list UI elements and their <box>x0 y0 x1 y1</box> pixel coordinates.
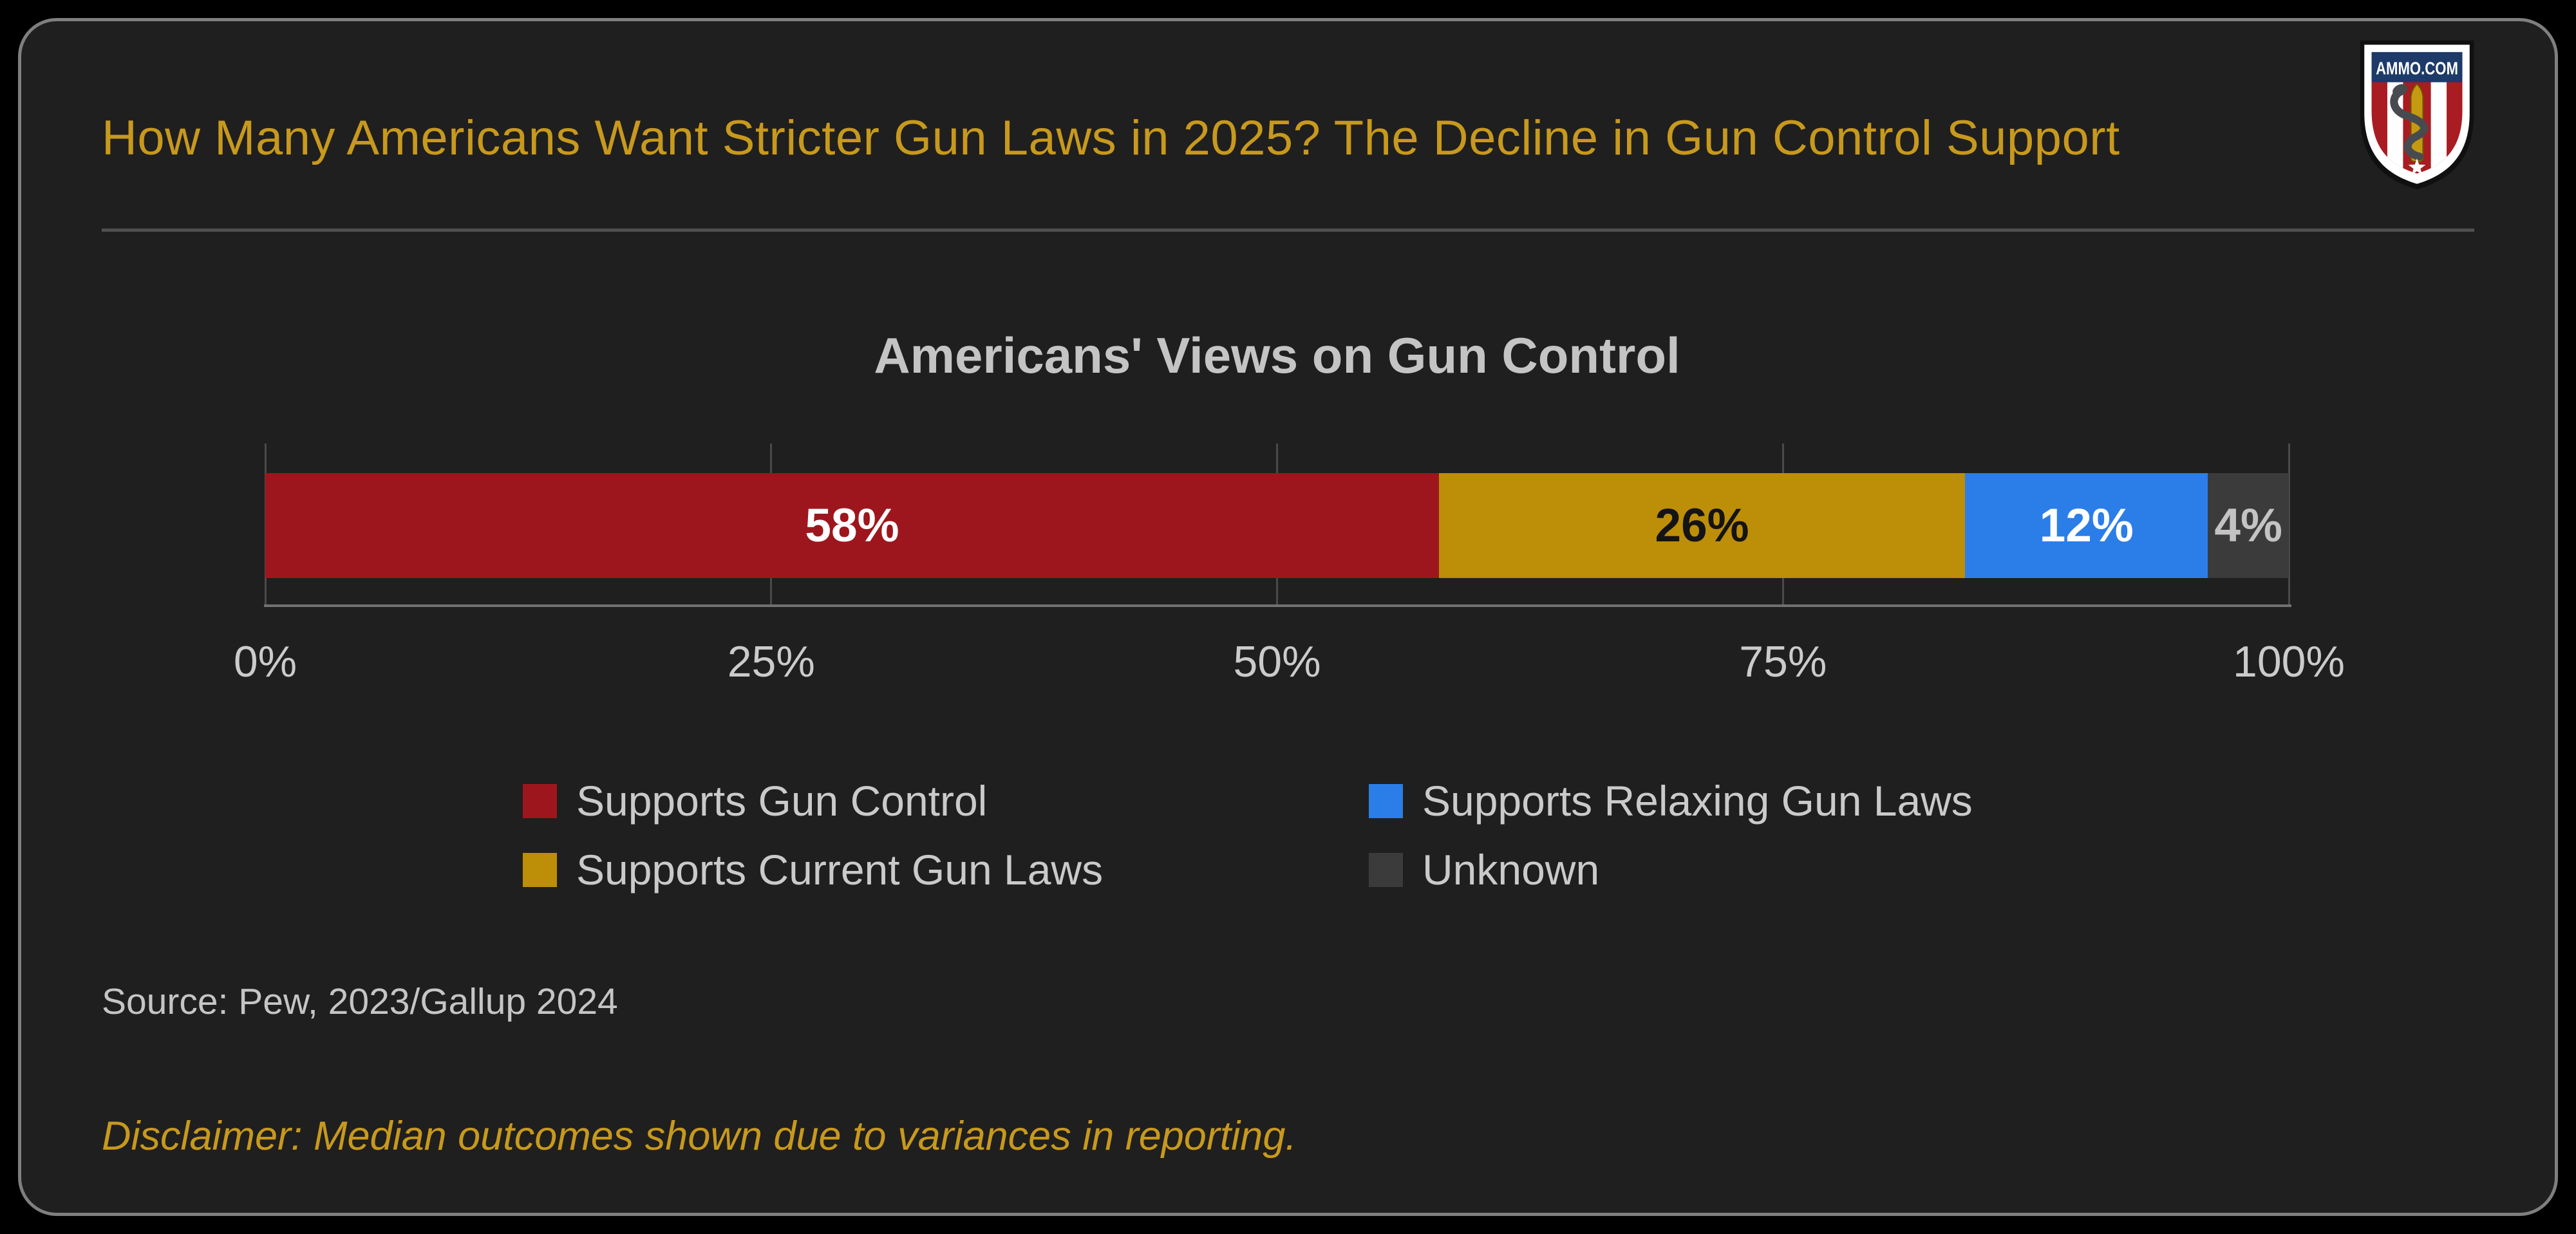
legend-swatch <box>1369 852 1403 887</box>
legend: Supports Gun Control Supports Relaxing Gu… <box>523 777 1973 893</box>
bar-segment-label: 26% <box>1655 500 1749 552</box>
legend-swatch <box>523 783 557 818</box>
card-panel: How Many Americans Want Stricter Gun Law… <box>18 18 2558 1216</box>
gridline-100 <box>2288 444 2290 606</box>
x-tick-label-100: 100% <box>2233 637 2345 686</box>
title-divider <box>102 229 2474 232</box>
legend-label: Supports Gun Control <box>576 777 988 825</box>
page-title: How Many Americans Want Stricter Gun Law… <box>102 111 2120 165</box>
snake-icon <box>2390 87 2429 161</box>
source-note: Source: Pew, 2023/Gallup 2024 <box>102 981 618 1022</box>
legend-label: Supports Current Gun Laws <box>576 846 1104 893</box>
ammo-logo: AMMO.COM <box>2360 40 2474 190</box>
star-icon <box>2408 158 2426 174</box>
chart-title: Americans' Views on Gun Control <box>874 327 1680 384</box>
legend-item-supports-gun-control[interactable]: Supports Gun Control <box>523 777 1369 825</box>
x-tick-label-75: 75% <box>1739 637 1827 686</box>
stacked-bar: 58% 26% 12% 4% <box>265 473 2289 578</box>
bar-segment-label: 4% <box>2214 500 2282 552</box>
plot-area: 58% 26% 12% 4% 0% 25% 50% 75% 100% <box>234 444 2345 686</box>
x-tick-label-25: 25% <box>727 637 815 686</box>
legend-swatch <box>1369 783 1403 818</box>
legend-label: Unknown <box>1422 846 1600 893</box>
bar-segment-label: 12% <box>2039 500 2134 552</box>
shield-chief-blue <box>2371 51 2463 82</box>
bar-segment-supports-gun-control[interactable]: 58% <box>265 473 1439 578</box>
bar-segment-supports-current-gun-laws[interactable]: 26% <box>1438 473 1966 578</box>
legend-item-supports-current-gun-laws[interactable]: Supports Current Gun Laws <box>523 846 1369 893</box>
x-tick-label-50: 50% <box>1233 637 1321 686</box>
disclaimer: Disclaimer: Median outcomes shown due to… <box>102 1114 1297 1159</box>
bar-segment-supports-relaxing-gun-laws[interactable]: 12% <box>1965 473 2208 578</box>
bar-segment-unknown[interactable]: 4% <box>2208 473 2289 578</box>
snake-head <box>2393 84 2408 97</box>
bar-segment-label: 58% <box>805 500 899 552</box>
legend-item-unknown[interactable]: Unknown <box>1369 846 1973 893</box>
logo-wordmark: AMMO.COM <box>2376 58 2458 79</box>
x-tick-label-0: 0% <box>233 637 297 686</box>
legend-swatch <box>523 852 557 887</box>
x-axis-line <box>264 604 2291 607</box>
legend-label: Supports Relaxing Gun Laws <box>1422 777 1973 825</box>
legend-item-supports-relaxing-gun-laws[interactable]: Supports Relaxing Gun Laws <box>1369 777 1973 825</box>
